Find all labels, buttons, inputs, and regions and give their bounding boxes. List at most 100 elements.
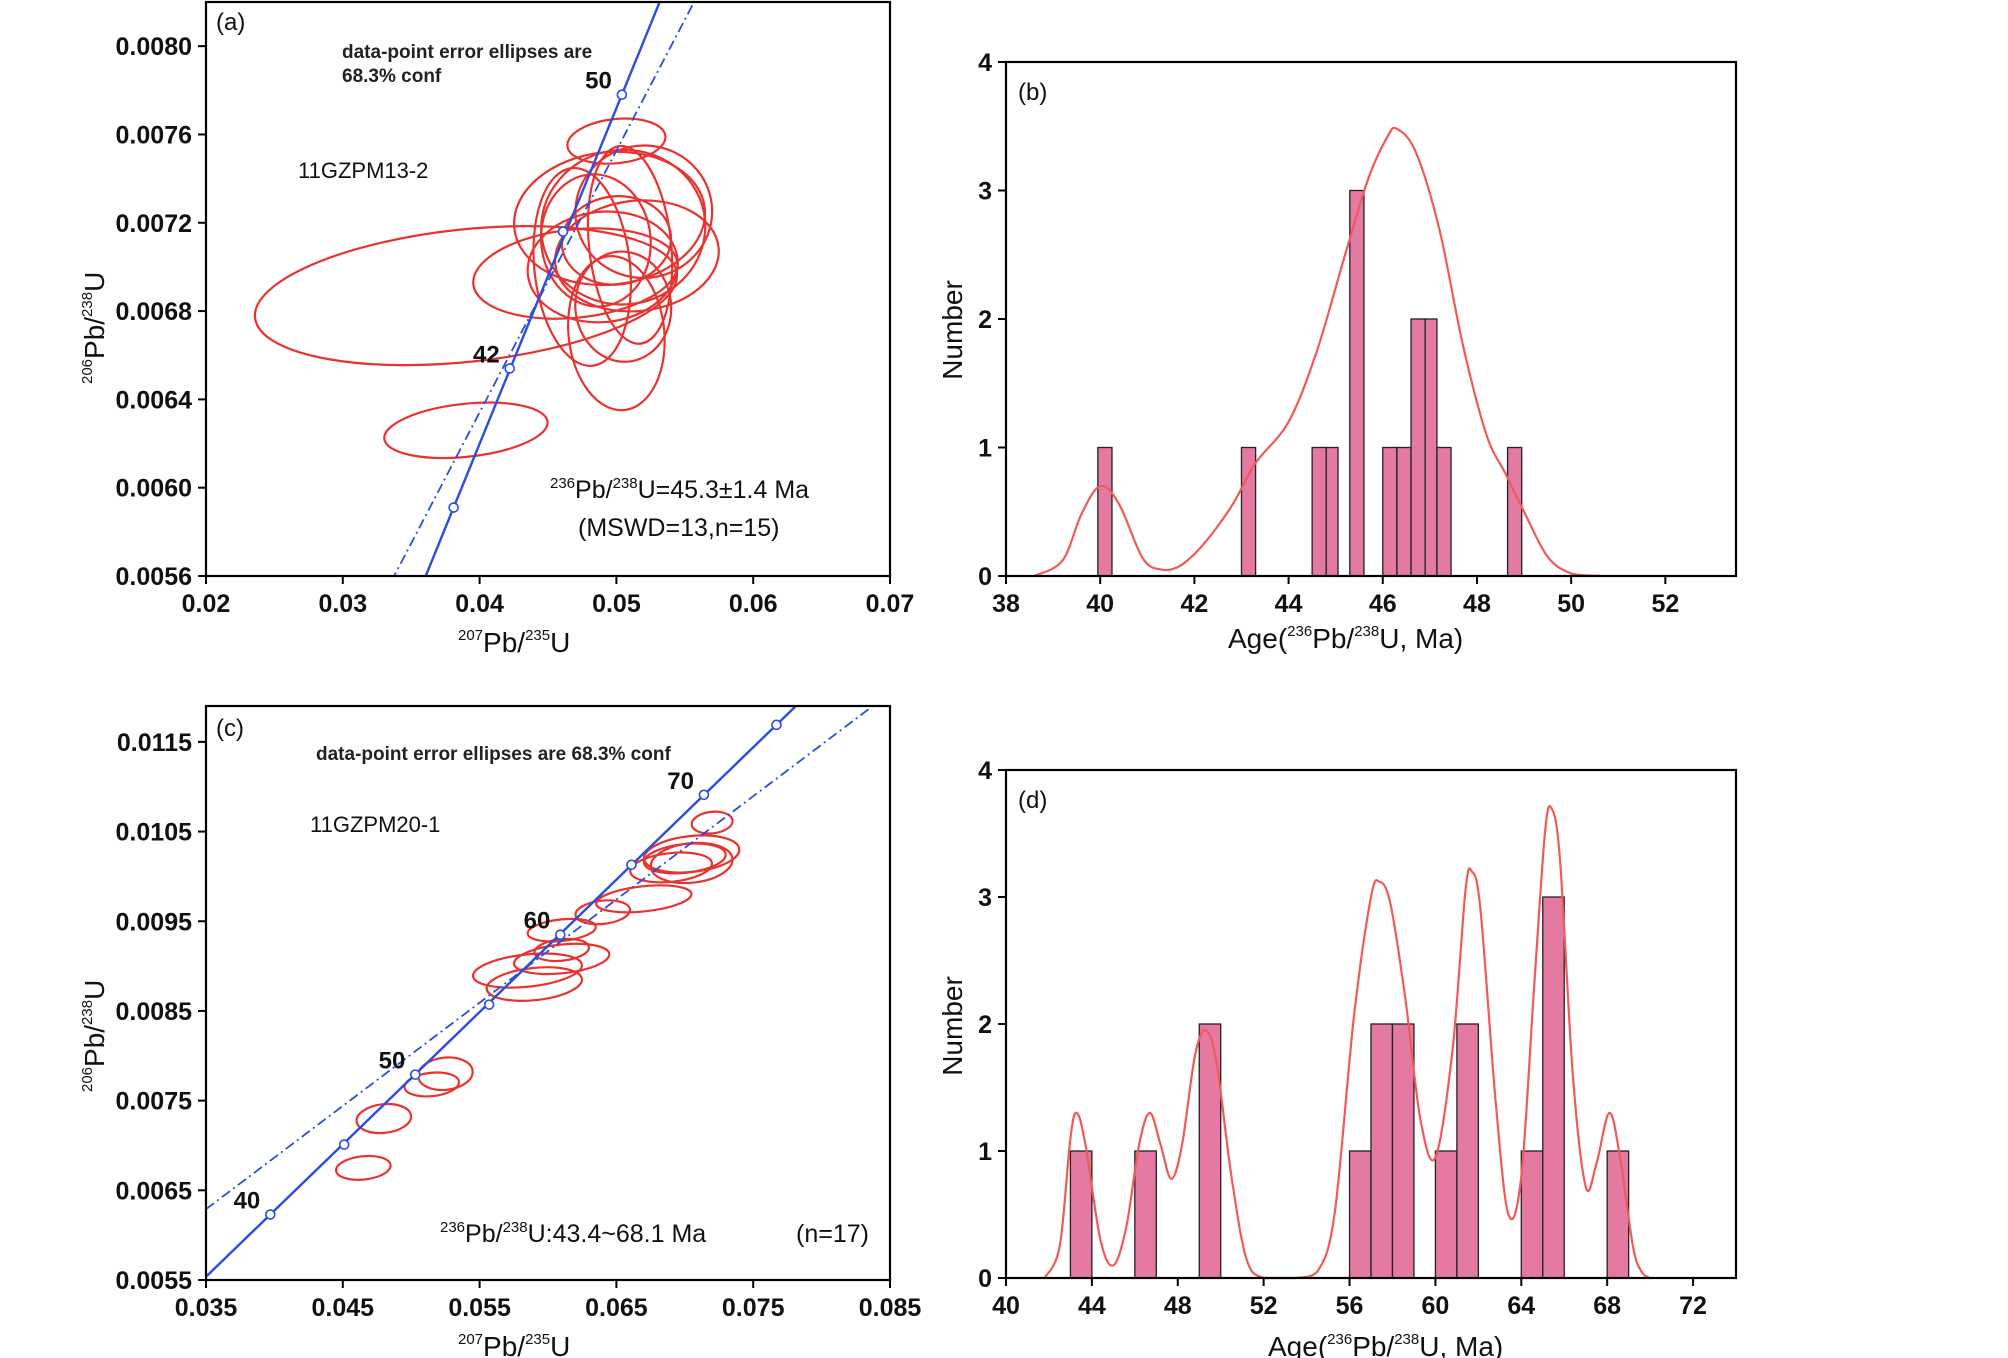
panel-c-error-ellipse xyxy=(574,899,632,926)
panel-b-histogram-bar xyxy=(1311,446,1327,577)
panel-a-age-label: 42 xyxy=(473,341,500,368)
panel-c-age-label: 40 xyxy=(234,1188,261,1215)
panel-c-concordia-point xyxy=(626,859,637,871)
panel-a-y-tick-label: 0.0072 xyxy=(116,210,192,238)
panel-d-x-sup1: 236 xyxy=(1327,1331,1352,1348)
panel-c-result-sup1: 236 xyxy=(440,1219,465,1236)
panel-c-y-pb: Pb/ xyxy=(79,1025,110,1067)
panel-c-x-tick-label: 0.055 xyxy=(448,1294,511,1322)
panel-c-error-ellipse xyxy=(629,851,714,884)
panel-d-x-end: U, Ma) xyxy=(1419,1331,1503,1358)
panel-c-x-tick-label: 0.085 xyxy=(859,1294,922,1322)
panel-c-y-tick-label: 0.0115 xyxy=(117,729,192,757)
panel-d-x-tick-label: 48 xyxy=(1164,1292,1192,1320)
panel-a-result-sup2: 238 xyxy=(613,475,638,492)
panel-a-frame xyxy=(204,0,892,578)
panel-a-result-line1: 236Pb/238U=45.3±1.4 Ma xyxy=(550,475,809,504)
panel-c-concordia-curve xyxy=(206,706,798,1278)
panel-d-histogram-bar xyxy=(1348,1150,1372,1279)
panel-a-concordia-point xyxy=(448,502,459,513)
panel-a-sample-name: 11GZPM13-2 xyxy=(298,158,428,183)
panel-a-y-tick-label: 0.0064 xyxy=(116,386,193,414)
panel-c-y-axis-label: 206Pb/238U xyxy=(79,980,110,1092)
panel-c-y-tick-label: 0.0105 xyxy=(116,819,193,847)
panel-c-y-tick-label: 0.0095 xyxy=(116,908,193,936)
panel-d-density-curve xyxy=(1043,805,1651,1280)
panel-a-y-axis-label: 206Pb/238U xyxy=(79,272,110,384)
panel-c-x-tick-label: 0.075 xyxy=(722,1294,785,1322)
panel-a-y-tick-label: 0.0068 xyxy=(116,298,193,326)
panel-d-y-axis-label: Number xyxy=(937,976,968,1076)
panel-a-age-label: 50 xyxy=(585,68,612,95)
panel-a-x-u: U xyxy=(550,627,570,658)
panel-a-y-tick-label: 0.0056 xyxy=(116,563,192,591)
panel-b-frame xyxy=(1004,60,1738,578)
panel-c-result-line: 236Pb/238U:43.4~68.1 Ma xyxy=(440,1219,706,1248)
panel-d-x-axis-label: Age(236Pb/238U, Ma) xyxy=(1268,1331,1503,1358)
panel-a-error-ellipse xyxy=(383,401,549,460)
panel-c-error-ellipse xyxy=(355,1102,413,1135)
panel-b-histogram-bar xyxy=(1382,446,1398,577)
panel-a-concordia-curve xyxy=(424,2,661,576)
panel-c-result-n: (n=17) xyxy=(796,1220,869,1248)
panel-b-x-tick-label: 38 xyxy=(992,590,1020,618)
panel-b-x-sup1: 236 xyxy=(1287,623,1312,640)
panel-b: 38 40 42 44 46 48 50 52 0 1 2 3 4 (b) Number Age(236… xyxy=(937,49,1738,654)
panel-a-y-u: U xyxy=(79,272,110,292)
panel-c-note: data-point error ellipses are 68.3% conf xyxy=(316,744,671,765)
panel-c: 0.035 0.045 0.055 0.065 0.075 0.085 0.0055 0.00… xyxy=(79,704,922,1358)
panel-d-histogram-bar xyxy=(1370,1023,1394,1279)
panel-c-error-ellipse xyxy=(403,1071,461,1098)
panel-b-x-tick-label: 42 xyxy=(1180,590,1208,618)
panel-a-x-tick-label: 0.04 xyxy=(455,590,504,618)
panel-b-x-tick-label: 46 xyxy=(1369,590,1397,618)
panel-d-histogram-bar xyxy=(1391,1023,1415,1279)
panel-b-x-pb: Pb/ xyxy=(1312,623,1354,654)
panel-a-x-pb: Pb/ xyxy=(483,627,525,658)
panel-d-x-tick-label: 64 xyxy=(1507,1292,1535,1320)
panel-a-reference-line xyxy=(393,2,696,576)
panel-d-histogram-bar xyxy=(1542,896,1565,1279)
panel-c-error-ellipse xyxy=(471,952,584,989)
panel-c-concordia-point xyxy=(483,999,495,1010)
panel-a-error-ellipse xyxy=(560,195,673,286)
panel-b-y-axis-label: Number xyxy=(937,280,968,380)
panel-a-y-tick-label: 0.0080 xyxy=(116,33,192,61)
panel-a-concordia-point xyxy=(504,363,515,374)
panel-d-x-tick-label: 52 xyxy=(1250,1292,1278,1320)
panel-c-age-label: 60 xyxy=(524,908,551,935)
panel-d-histogram-bar xyxy=(1606,1150,1630,1279)
panel-a-y-tick-label: 0.0060 xyxy=(116,475,192,503)
panel-a-x-tick-label: 0.06 xyxy=(729,590,778,618)
panel-a: 0.02 0.03 0.04 0.05 0.06 0.07 0.0056 0.0060 0.00… xyxy=(79,0,914,658)
panel-a-result-pb: Pb/ xyxy=(575,476,613,504)
panel-a-error-ellipse xyxy=(512,150,707,287)
panel-b-density-curve xyxy=(1033,126,1600,578)
panel-b-y-tick-label: 3 xyxy=(978,178,992,206)
panel-a-error-ellipse xyxy=(567,255,666,412)
panel-c-y-sup1: 206 xyxy=(79,1067,96,1092)
panel-c-error-ellipse xyxy=(512,942,611,976)
panel-a-y-sup2: 238 xyxy=(79,292,96,317)
panel-a-error-ellipse xyxy=(253,225,679,367)
panel-d-x-tick-label: 60 xyxy=(1422,1292,1450,1320)
panel-b-histogram-bar xyxy=(1396,446,1412,577)
panel-d-x-pb: Pb/ xyxy=(1352,1331,1394,1358)
panel-a-note-line2: 68.3% conf xyxy=(342,66,442,87)
panel-c-concordia-point xyxy=(264,1209,276,1220)
panel-b-x-end: U, Ma) xyxy=(1379,623,1463,654)
panel-d-histogram-bar xyxy=(1434,1150,1458,1279)
panel-c-age-label: 50 xyxy=(379,1048,406,1075)
panel-a-y-sup1: 206 xyxy=(79,359,96,384)
panel-c-y-tick-label: 0.0055 xyxy=(116,1267,193,1295)
panel-c-error-ellipse xyxy=(595,884,693,914)
panel-d-x-tick-label: 44 xyxy=(1078,1292,1106,1320)
panel-c-y-tick-label: 0.0065 xyxy=(116,1177,193,1205)
panel-a-error-ellipse xyxy=(574,144,714,280)
panel-c-concordia-point xyxy=(555,929,566,941)
panel-b-y-tick-label: 0 xyxy=(978,563,992,591)
panel-c-x-sup2: 235 xyxy=(525,1331,550,1348)
panel-b-x-pre: Age( xyxy=(1228,623,1288,654)
panel-c-frame xyxy=(204,704,892,1282)
panel-d-x-tick-label: 68 xyxy=(1593,1292,1621,1320)
